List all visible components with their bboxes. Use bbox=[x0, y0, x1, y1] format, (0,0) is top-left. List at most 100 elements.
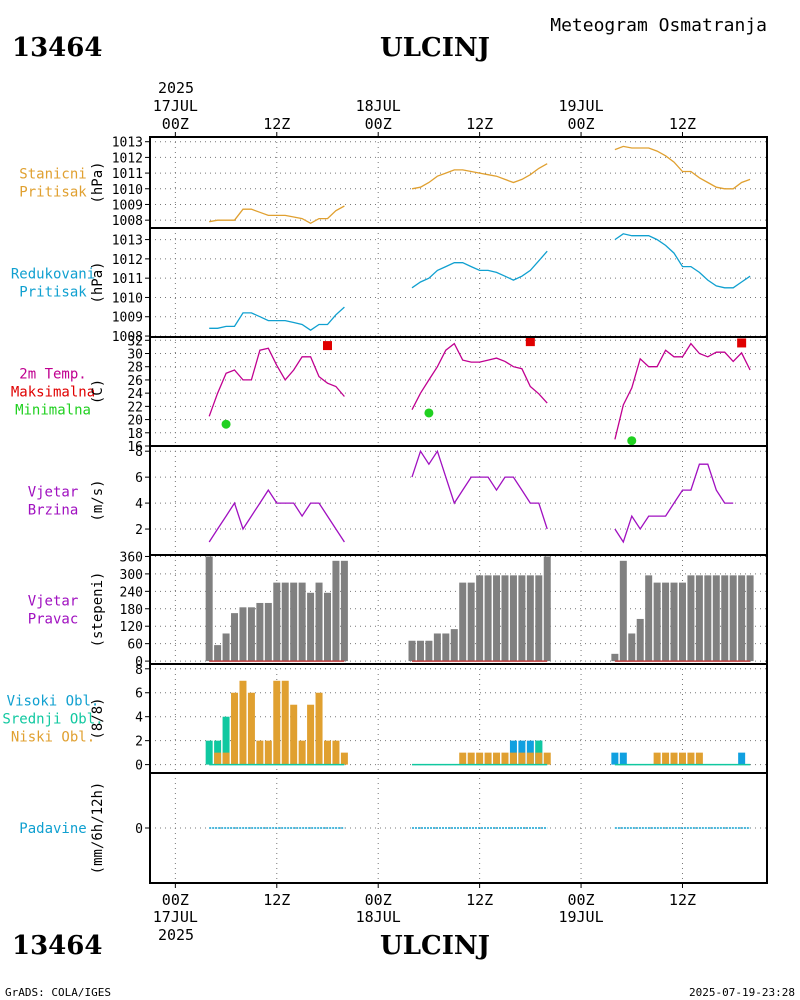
bottom-hour-label: 00Z bbox=[162, 891, 189, 909]
y-tick-label: 1012 bbox=[112, 253, 143, 268]
bar bbox=[247, 607, 255, 662]
panel-label: Niski Obl. bbox=[11, 730, 95, 746]
bar bbox=[273, 582, 281, 662]
bar bbox=[307, 704, 315, 765]
station-id-bottom: 13464 bbox=[12, 931, 102, 961]
y-tick-label: 240 bbox=[120, 585, 143, 600]
series-line bbox=[614, 145, 751, 190]
panel-label: Pritisak bbox=[19, 185, 87, 201]
panel-temperature: 2m Temp. Maksimalna Minimalna(C) 1618202224… bbox=[11, 334, 768, 455]
top-hour-label: 00Z bbox=[568, 115, 595, 133]
bar bbox=[653, 582, 661, 662]
plot-area bbox=[209, 233, 751, 331]
bar bbox=[476, 575, 484, 662]
bar bbox=[678, 752, 686, 765]
series-line bbox=[614, 233, 751, 289]
bar bbox=[509, 752, 517, 765]
plot-area bbox=[209, 145, 751, 225]
top-hour-label: 00Z bbox=[365, 115, 392, 133]
y-axis-title: (m/s) bbox=[90, 479, 106, 521]
bar bbox=[222, 752, 230, 765]
panel-cloud_cover: Visoki Obl. Srednji Obl. Niski Obl.(8/8) 0 2… bbox=[2, 663, 768, 774]
bar bbox=[433, 633, 441, 662]
bar bbox=[239, 680, 247, 765]
y-tick-label: 26 bbox=[127, 374, 143, 389]
y-tick-label: 6 bbox=[135, 471, 143, 486]
bar bbox=[247, 692, 255, 765]
bar bbox=[222, 716, 230, 765]
timestamp-text: 2025-07-19-23:28 bbox=[689, 986, 795, 999]
y-tick-label: 0 bbox=[135, 655, 143, 670]
bar bbox=[484, 575, 492, 662]
product-title: Meteogram Osmatranja bbox=[550, 15, 767, 36]
bottom-hour-label: 12Z bbox=[263, 891, 290, 909]
station-name-bottom: ULCINJ bbox=[380, 931, 490, 961]
bar bbox=[307, 592, 315, 662]
y-tick-label: 2 bbox=[135, 735, 143, 750]
bottom-hour-label: 12Z bbox=[669, 891, 696, 909]
bottom-year-label: 2025 bbox=[158, 926, 194, 944]
panel-label: Redukovani bbox=[11, 267, 95, 283]
y-tick-label: 1008 bbox=[112, 330, 143, 345]
panel-label: Maksimalna bbox=[11, 385, 95, 401]
y-axis-title: (hPa) bbox=[90, 261, 106, 303]
bar bbox=[239, 607, 247, 662]
bar bbox=[526, 575, 534, 662]
panel-label: Pravac bbox=[28, 612, 79, 628]
bar bbox=[484, 752, 492, 765]
y-tick-label: 0 bbox=[135, 822, 143, 837]
y-tick-label: 8 bbox=[135, 663, 143, 678]
bar bbox=[442, 633, 450, 662]
bar bbox=[493, 752, 501, 765]
bar bbox=[340, 752, 348, 765]
bar bbox=[332, 560, 340, 662]
y-tick-label: 30 bbox=[127, 348, 143, 363]
bar bbox=[518, 575, 526, 662]
top-day-label: 19JUL bbox=[558, 97, 603, 115]
plot-area bbox=[205, 556, 754, 662]
station-id-top: 13464 bbox=[12, 33, 102, 63]
panel-label: Padavine bbox=[19, 821, 86, 837]
bar bbox=[543, 556, 551, 662]
y-tick-label: 28 bbox=[127, 361, 143, 376]
panel-label: Srednji Obl. bbox=[2, 712, 103, 728]
bottom-day-label: 19JUL bbox=[558, 908, 603, 926]
top-hour-label: 00Z bbox=[162, 115, 189, 133]
bar bbox=[670, 582, 678, 662]
plot-area bbox=[205, 680, 751, 766]
bar bbox=[323, 592, 331, 662]
y-tick-label: 32 bbox=[127, 334, 143, 349]
top-year-label: 2025 bbox=[158, 79, 194, 97]
bar bbox=[628, 633, 636, 662]
bar bbox=[205, 740, 213, 765]
max-temp-marker bbox=[525, 337, 535, 347]
plot-area bbox=[208, 449, 734, 544]
y-tick-label: 60 bbox=[127, 638, 143, 653]
y-axis-title: (stepeni) bbox=[90, 572, 106, 648]
y-tick-label: 1013 bbox=[112, 234, 143, 249]
panel-label: Vjetar bbox=[28, 485, 79, 501]
series-line bbox=[411, 250, 548, 289]
bar bbox=[746, 575, 754, 662]
panel-frame bbox=[149, 227, 768, 338]
bar bbox=[315, 582, 323, 662]
bar bbox=[712, 575, 720, 662]
series-line bbox=[411, 342, 548, 410]
y-tick-label: 0 bbox=[135, 759, 143, 774]
bar bbox=[738, 575, 746, 662]
bar bbox=[611, 752, 619, 765]
bar bbox=[678, 582, 686, 662]
min-temp-marker bbox=[221, 419, 231, 429]
bar bbox=[281, 680, 289, 765]
y-tick-label: 1009 bbox=[112, 198, 143, 213]
bar bbox=[535, 752, 543, 765]
top-hour-label: 12Z bbox=[669, 115, 696, 133]
bar bbox=[231, 613, 239, 662]
panel-label: Pritisak bbox=[19, 285, 87, 301]
panel-reduced_pressure: Redukovani Pritisak (hPa) 1008 1009 1010 1011 1… bbox=[11, 227, 768, 345]
footer: 13464 ULCINJ GrADS: COLA/IGES 2025-07-19… bbox=[5, 931, 795, 999]
plot-area bbox=[208, 337, 751, 446]
bar bbox=[281, 582, 289, 662]
